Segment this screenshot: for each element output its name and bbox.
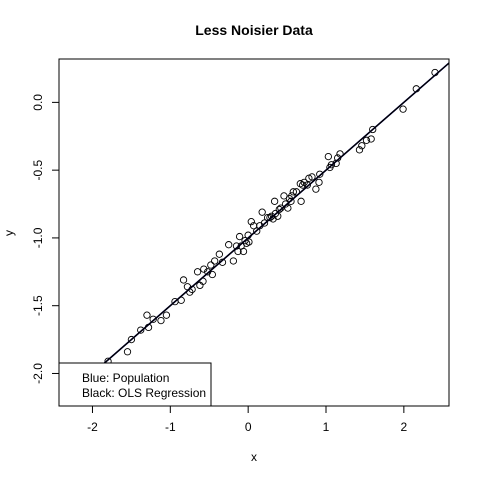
data-point [362,136,371,144]
data-point [369,125,377,134]
data-point [157,316,165,325]
data-point [137,326,145,334]
data-point [399,105,407,113]
data-point [215,250,224,258]
data-point [358,142,366,150]
data-point [162,311,171,319]
data-point [315,178,323,186]
y-tick-label: 0.0 [31,94,45,111]
data-point [211,257,219,265]
data-point [149,315,157,323]
data-point [267,212,276,220]
data-point [270,197,279,205]
data-point [229,257,238,265]
data-point [284,204,292,212]
x-tick-label: -2 [87,420,98,434]
data-point [196,281,204,290]
data-point [275,205,283,214]
x-tick-label: 0 [245,420,252,434]
data-point [253,227,261,235]
data-point [316,170,324,178]
data-point [225,241,233,249]
x-axis: -2 -1 0 1 2 [87,406,408,434]
legend: Blue: Population Black: OLS Regression [58,362,212,407]
data-point [235,232,244,241]
y-tick-label: -2.0 [31,363,45,384]
data-point [200,265,208,273]
data-point [289,188,297,196]
data-point [247,218,255,226]
data-point [249,222,258,230]
x-axis-label: x [251,450,257,464]
data-point [281,200,290,208]
data-point [207,261,215,269]
y-axis: -2.0 -1.5 -1.0 -0.5 0.0 [31,94,59,384]
y-axis-label: y [2,230,16,236]
data-points [104,68,439,365]
data-point [280,192,288,200]
data-point [277,204,285,212]
regression-lines [59,62,449,404]
data-point [297,197,305,205]
data-point [258,208,266,216]
plot-frame [58,58,450,407]
data-point [296,180,304,188]
chart-title: Less Noisier Data [195,22,313,38]
data-point [179,276,188,284]
data-point [234,247,242,256]
data-point [193,268,202,276]
data-point [326,163,334,172]
x-tick-label: -1 [165,420,176,434]
data-point [324,152,332,161]
data-point [312,185,320,193]
data-point [241,236,249,245]
y-tick-label: -1.0 [31,227,45,248]
legend-entry-population: Blue: Population [82,371,169,385]
data-point [355,146,364,154]
legend-entry-ols: Black: OLS Regression [82,386,206,400]
x-tick-label: 1 [323,420,330,434]
y-tick-label: -1.5 [31,295,45,316]
legend-box [58,362,212,407]
data-point [266,213,274,222]
x-tick-label: 2 [401,420,408,434]
line-ols-regression [59,62,449,404]
y-tick-label: -0.5 [31,159,45,180]
data-point [127,335,136,344]
data-point [305,174,313,182]
data-point [367,135,375,143]
data-point [123,348,132,356]
data-point [171,297,179,306]
data-point [143,311,151,319]
